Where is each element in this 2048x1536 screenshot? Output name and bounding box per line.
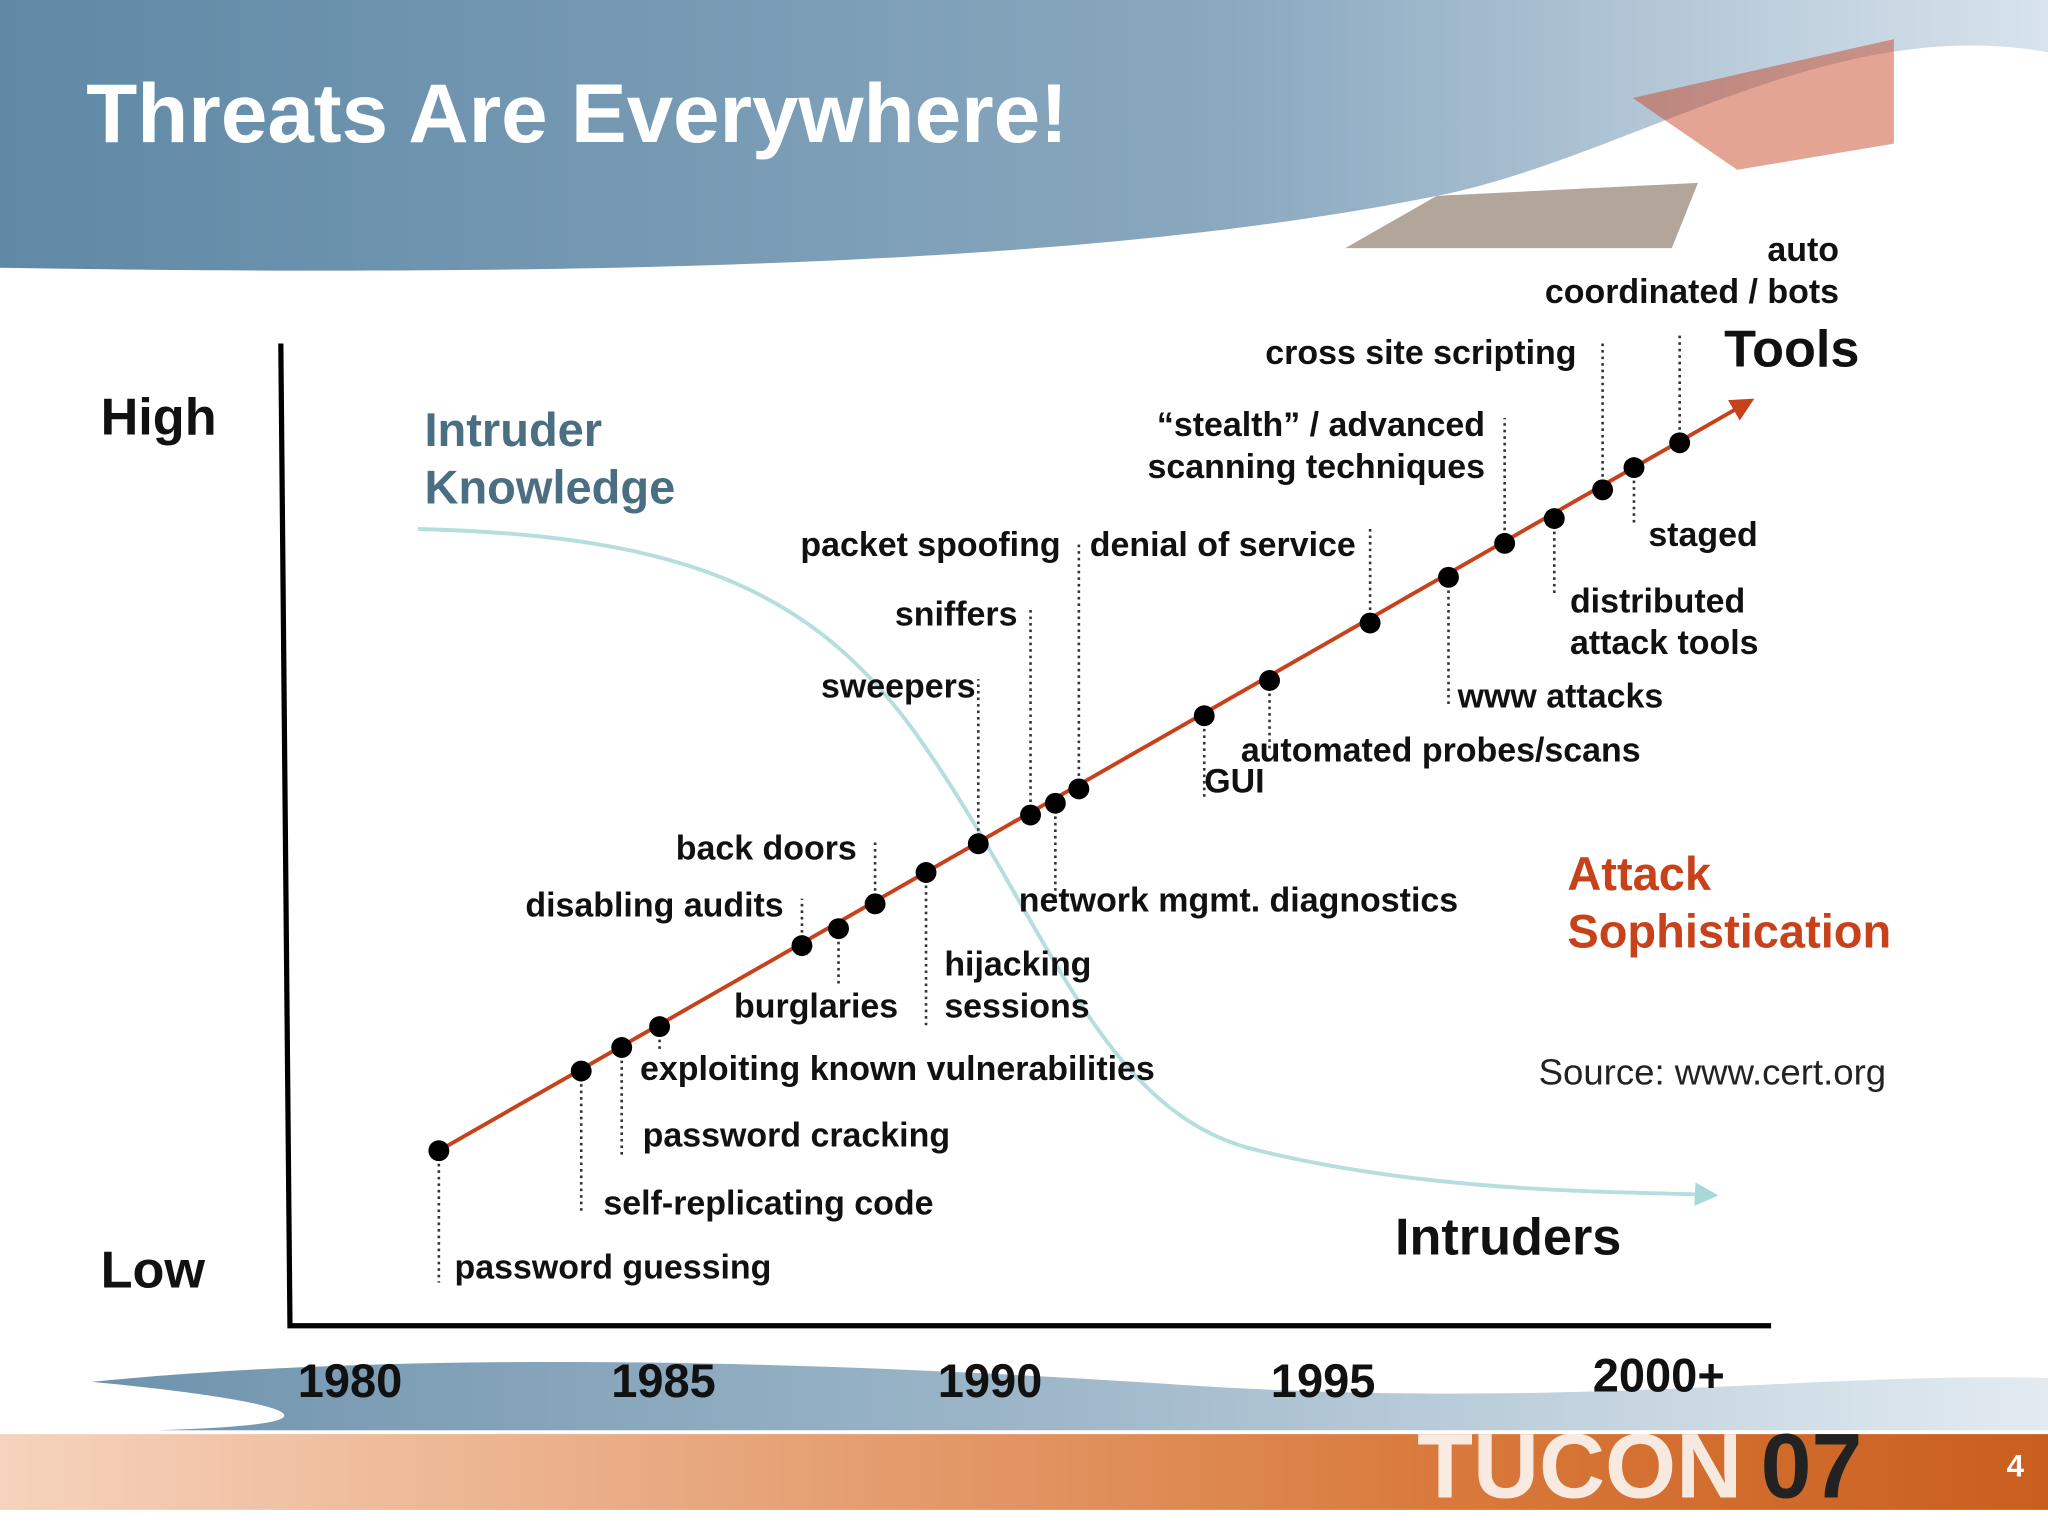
event-label: network mgmt. diagnostics — [1019, 881, 1458, 919]
event-label: auto — [1767, 231, 1839, 269]
page-number: 4 — [2007, 1448, 2025, 1483]
event-label: back doors — [676, 829, 857, 867]
knowledge-curve — [417, 527, 1719, 1206]
year-band — [91, 1361, 2048, 1431]
event-label: www attacks — [1457, 678, 1664, 716]
event-dot — [915, 862, 937, 883]
event-label: cross site scripting — [1265, 334, 1576, 372]
event-dot — [1623, 457, 1645, 479]
event-label: burglaries — [734, 987, 898, 1025]
header-photo — [1632, 39, 1894, 170]
event-dot — [611, 1037, 633, 1058]
sophistication-label: Attack — [1567, 847, 1712, 900]
event-dot — [428, 1140, 450, 1162]
x-label: 1995 — [1271, 1354, 1376, 1407]
event-dot — [1543, 508, 1565, 529]
footer-band — [0, 1434, 2048, 1510]
event-dot — [791, 935, 813, 957]
x-label: 2000+ — [1593, 1349, 1725, 1402]
event-dot — [1068, 778, 1090, 800]
event-dot — [828, 918, 849, 940]
event-label: self-replicating code — [603, 1185, 933, 1223]
intruders-label: Intruders — [1395, 1209, 1621, 1267]
event-dot — [1494, 532, 1516, 554]
event-label: “stealth” / advanced — [1157, 406, 1485, 444]
event-label: sniffers — [895, 595, 1018, 633]
event-dot — [1044, 792, 1066, 814]
axes — [278, 343, 1772, 1329]
x-label: 1980 — [298, 1354, 403, 1407]
knowledge-label: Intruder — [424, 403, 602, 456]
title: Threats Are Everywhere! — [86, 66, 1068, 160]
x-label: 1990 — [938, 1354, 1043, 1407]
x-label: 1985 — [611, 1354, 716, 1407]
event-dot — [1193, 705, 1215, 727]
logo: TUCON — [1417, 1415, 1742, 1517]
event-label: sessions — [944, 987, 1089, 1025]
event-dot — [967, 833, 989, 855]
header-band — [0, 0, 2048, 271]
event-dot — [1438, 566, 1459, 588]
logo-year: 07 — [1761, 1415, 1863, 1517]
event-label: hijacking — [944, 945, 1091, 983]
event-label: scanning techniques — [1147, 448, 1485, 486]
header-photo — [1345, 182, 1698, 249]
event-label: automated probes/scans — [1241, 731, 1641, 769]
event-label: password guessing — [455, 1249, 772, 1287]
event-dot — [649, 1016, 671, 1038]
event-dot — [1669, 432, 1691, 454]
event-dot — [1359, 612, 1381, 634]
event-label: disabling audits — [525, 887, 783, 925]
event-dot — [864, 893, 886, 915]
sophistication-label: Sophistication — [1567, 905, 1891, 958]
event-label: coordinated / bots — [1545, 273, 1839, 311]
event-label: distributed — [1570, 582, 1745, 620]
event-dot — [1592, 479, 1614, 501]
event-label: denial of service — [1090, 526, 1356, 564]
event-dot — [1020, 804, 1041, 826]
event-label: staged — [1648, 516, 1757, 554]
event-label: attack tools — [1570, 624, 1759, 662]
event-label: packet spoofing — [800, 526, 1060, 564]
y-high: High — [101, 388, 217, 446]
knowledge-label: Knowledge — [424, 461, 675, 514]
tools-label: Tools — [1724, 320, 1859, 378]
event-dot — [570, 1060, 592, 1082]
event-dot — [1259, 670, 1280, 691]
event-label: GUI — [1204, 763, 1264, 801]
y-low: Low — [101, 1241, 206, 1299]
source: Source: www.cert.org — [1539, 1052, 1886, 1093]
event-label: exploiting known vulnerabilities — [640, 1050, 1155, 1088]
event-label: sweepers — [821, 667, 976, 705]
event-label: password cracking — [643, 1117, 950, 1155]
